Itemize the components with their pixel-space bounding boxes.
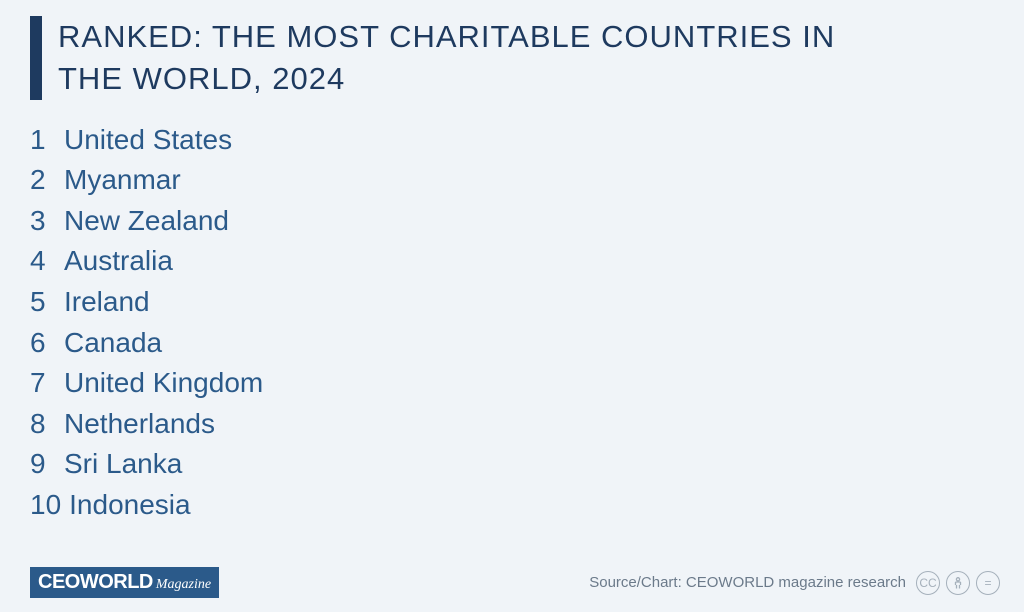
license-icons: CC = — [916, 571, 1000, 595]
source-text: Source/Chart: CEOWORLD magazine research — [589, 574, 906, 591]
rank-number: 8 — [30, 404, 56, 445]
list-item: 10 Indonesia — [30, 485, 994, 526]
list-item: 6 Canada — [30, 323, 994, 364]
rank-number: 4 — [30, 241, 56, 282]
list-item: 9 Sri Lanka — [30, 444, 994, 485]
list-item: 4 Australia — [30, 241, 994, 282]
rank-country: Myanmar — [64, 160, 181, 201]
rank-country: Indonesia — [69, 485, 190, 526]
list-item: 3 New Zealand — [30, 201, 994, 242]
list-item: 8 Netherlands — [30, 404, 994, 445]
header: RANKED: THE MOST CHARITABLE COUNTRIES IN… — [0, 0, 1024, 120]
ranking-list: 1 United States 2 Myanmar 3 New Zealand … — [0, 120, 1024, 526]
rank-country: New Zealand — [64, 201, 229, 242]
rank-number: 9 — [30, 444, 56, 485]
cc-by-icon — [946, 571, 970, 595]
rank-country: Netherlands — [64, 404, 215, 445]
rank-country: Sri Lanka — [64, 444, 182, 485]
footer-right: Source/Chart: CEOWORLD magazine research… — [589, 571, 1000, 595]
list-item: 7 United Kingdom — [30, 363, 994, 404]
page-title: RANKED: THE MOST CHARITABLE COUNTRIES IN… — [58, 16, 858, 100]
list-item: 1 United States — [30, 120, 994, 161]
list-item: 2 Myanmar — [30, 160, 994, 201]
rank-country: United Kingdom — [64, 363, 263, 404]
rank-country: Canada — [64, 323, 162, 364]
list-item: 5 Ireland — [30, 282, 994, 323]
footer: CEOWORLD Magazine Source/Chart: CEOWORLD… — [0, 567, 1024, 598]
rank-number: 3 — [30, 201, 56, 242]
logo-sub-text: Magazine — [156, 577, 211, 593]
rank-number: 6 — [30, 323, 56, 364]
cc-icon: CC — [916, 571, 940, 595]
logo-main-text: CEOWORLD — [38, 571, 153, 594]
title-accent-bar — [30, 16, 42, 100]
rank-number: 1 — [30, 120, 56, 161]
publisher-logo: CEOWORLD Magazine — [30, 567, 219, 598]
rank-number: 10 — [30, 485, 61, 526]
rank-country: Australia — [64, 241, 173, 282]
cc-nd-icon: = — [976, 571, 1000, 595]
rank-number: 2 — [30, 160, 56, 201]
rank-country: Ireland — [64, 282, 150, 323]
rank-number: 5 — [30, 282, 56, 323]
rank-number: 7 — [30, 363, 56, 404]
rank-country: United States — [64, 120, 232, 161]
